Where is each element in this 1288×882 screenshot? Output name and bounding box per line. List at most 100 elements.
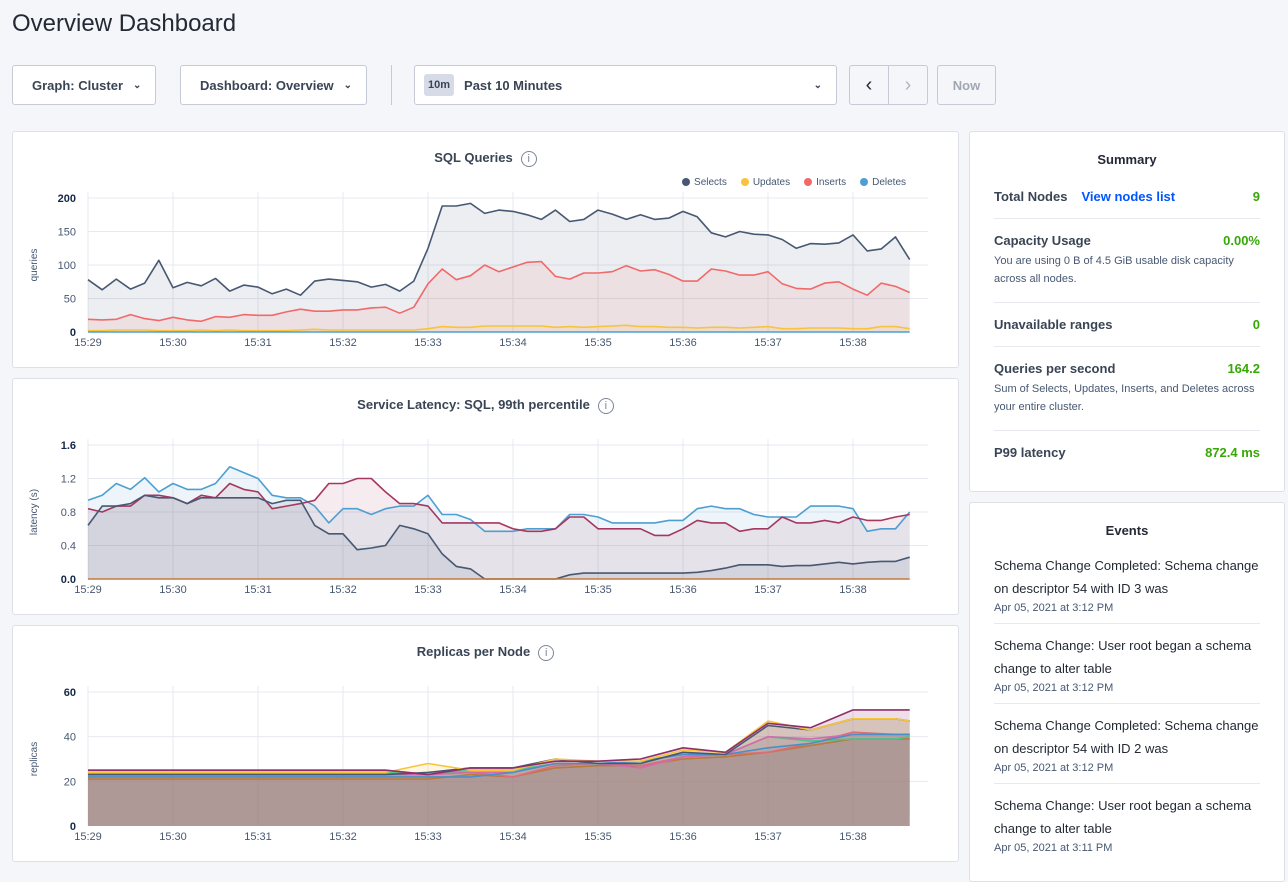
chevron-down-icon: ⌄ bbox=[343, 79, 353, 91]
info-icon[interactable]: i bbox=[538, 644, 555, 661]
graph-selector[interactable]: Graph: Cluster ⌄ bbox=[12, 65, 156, 105]
x-tick-label: 15:30 bbox=[159, 337, 187, 349]
info-icon[interactable]: i bbox=[520, 150, 537, 167]
y-tick-label: 0 bbox=[70, 327, 76, 339]
summary-desc: You are using 0 B of 4.5 GiB usable disk… bbox=[994, 255, 1234, 285]
x-tick-label: 15:33 bbox=[414, 337, 442, 349]
legend-item-updates[interactable]: Updates bbox=[740, 177, 790, 188]
x-tick-label: 15:37 bbox=[754, 831, 782, 843]
summary-unavailable-ranges: Unavailable ranges 0 bbox=[994, 303, 1260, 347]
summary-label: Total Nodes bbox=[994, 189, 1068, 204]
series-area-inserts bbox=[88, 261, 910, 332]
summary-p99-latency: P99 latency 872.4 ms bbox=[994, 431, 1260, 474]
series-area-series-3 bbox=[88, 495, 910, 579]
now-button[interactable]: Now bbox=[937, 65, 996, 105]
x-tick-label: 15:35 bbox=[584, 831, 612, 843]
series-area-series-1 bbox=[88, 738, 910, 826]
event-text: Schema Change Completed: Schema change o… bbox=[994, 558, 1259, 596]
y-tick-label: 0 bbox=[70, 821, 76, 833]
time-range-selector[interactable]: 10m Past 10 Minutes ⌄ bbox=[414, 65, 837, 105]
x-tick-label: 15:34 bbox=[499, 337, 527, 349]
x-tick-label: 15:31 bbox=[244, 831, 272, 843]
service-latency-chart: 0.0 0.4 0.8 1.2 1.6 15:29 15:30 15:31 15:32 15:33… bbox=[29, 439, 928, 596]
x-tick-label: 15:29 bbox=[74, 831, 102, 843]
event-item[interactable]: Schema Change Completed: Schema change o… bbox=[994, 544, 1260, 624]
y-tick-label: 20 bbox=[64, 776, 76, 788]
dashboard-selector[interactable]: Dashboard: Overview ⌄ bbox=[180, 65, 367, 105]
y-axis-label: latency (s) bbox=[29, 489, 40, 535]
summary-capacity-usage: Capacity Usage 0.00% You are using 0 B of … bbox=[994, 219, 1260, 303]
x-tick-label: 15:32 bbox=[329, 337, 357, 349]
chart-title-text: Replicas per Node bbox=[416, 644, 531, 659]
event-item[interactable]: Schema Change Completed: Schema change o… bbox=[994, 704, 1260, 784]
chevron-left-icon[interactable]: ‹ bbox=[850, 66, 889, 104]
series-area-selects bbox=[88, 203, 910, 332]
summary-value: 9 bbox=[1252, 189, 1260, 204]
sql-queries-panel: 0 50 100 150 200 15:29 15:30 15:31 15:32 15:33 15:… bbox=[12, 131, 959, 368]
event-date: Apr 05, 2021 at 3:12 PM bbox=[994, 682, 1114, 694]
series-line-series-8 bbox=[88, 709, 910, 776]
y-tick-label: 1.6 bbox=[61, 440, 76, 452]
x-tick-label: 15:38 bbox=[839, 337, 867, 349]
y-tick-label: 1.2 bbox=[61, 474, 76, 486]
page-title: Overview Dashboard bbox=[12, 10, 237, 37]
summary-title: Summary bbox=[1097, 152, 1157, 167]
summary-label: Capacity Usage bbox=[994, 233, 1091, 248]
x-tick-label: 15:35 bbox=[584, 584, 612, 596]
series-area-updates bbox=[88, 325, 910, 332]
y-tick-label: 0.0 bbox=[61, 574, 76, 586]
x-tick-label: 15:34 bbox=[499, 831, 527, 843]
summary-value: 872.4 ms bbox=[1205, 445, 1260, 460]
chevron-right-icon[interactable]: › bbox=[904, 73, 912, 96]
summary-value: 0.00% bbox=[1223, 233, 1260, 248]
x-tick-label: 15:31 bbox=[244, 337, 272, 349]
chart-title: Replicas per Node i bbox=[13, 644, 958, 661]
toolbar-divider bbox=[391, 65, 392, 105]
y-tick-label: 50 bbox=[64, 294, 76, 306]
series-area-series-3 bbox=[88, 736, 910, 826]
series-line-series-2 bbox=[87, 477, 910, 537]
y-axis-label: replicas bbox=[29, 742, 40, 776]
legend-dot bbox=[804, 178, 813, 186]
legend-label: Selects bbox=[694, 177, 727, 188]
series-line-series-1 bbox=[87, 466, 911, 533]
x-tick-label: 15:36 bbox=[669, 337, 697, 349]
event-date: Apr 05, 2021 at 3:12 PM bbox=[994, 602, 1114, 614]
series-area-series-2 bbox=[88, 478, 910, 579]
x-tick-label: 15:29 bbox=[74, 337, 102, 349]
chart-title-text: Service Latency: SQL, 99th percentile bbox=[357, 397, 590, 412]
x-tick-label: 15:38 bbox=[839, 584, 867, 596]
summary-value: 164.2 bbox=[1227, 361, 1260, 376]
events-panel: Events Schema Change Completed: Schema c… bbox=[969, 502, 1285, 882]
legend-item-deletes[interactable]: Deletes bbox=[860, 177, 906, 188]
y-tick-label: 0.8 bbox=[61, 507, 76, 519]
graph-selector-label: Graph: Cluster bbox=[32, 77, 124, 93]
legend-dot bbox=[682, 178, 691, 186]
legend-label: Inserts bbox=[816, 177, 847, 188]
x-tick-label: 15:32 bbox=[329, 831, 357, 843]
summary-qps: Queries per second 164.2 Sum of Selects, U… bbox=[994, 347, 1260, 431]
info-icon[interactable]: i bbox=[597, 397, 614, 414]
x-tick-label: 15:37 bbox=[754, 584, 782, 596]
chevron-down-icon: ⌄ bbox=[133, 79, 142, 91]
x-tick-label: 15:31 bbox=[244, 584, 272, 596]
x-tick-label: 15:30 bbox=[159, 584, 187, 596]
event-date: Apr 05, 2021 at 3:12 PM bbox=[994, 762, 1114, 774]
x-tick-label: 15:30 bbox=[159, 831, 187, 843]
legend-item-selects[interactable]: Selects bbox=[682, 177, 727, 188]
legend-label: Deletes bbox=[872, 177, 906, 188]
legend-item-inserts[interactable]: Inserts bbox=[804, 177, 846, 188]
y-tick-label: 40 bbox=[64, 732, 76, 744]
series-line-selects bbox=[87, 202, 911, 296]
event-item[interactable]: Schema Change: User root began a schema … bbox=[994, 784, 1260, 863]
summary-total-nodes: Total Nodes View nodes list 9 bbox=[994, 175, 1260, 219]
event-item[interactable]: Schema Change: User root began a schema … bbox=[994, 624, 1260, 704]
y-axis-label: queries bbox=[29, 249, 40, 282]
event-text: Schema Change: User root began a schema … bbox=[994, 638, 1252, 676]
x-tick-label: 15:36 bbox=[669, 584, 697, 596]
y-tick-label: 100 bbox=[58, 260, 76, 272]
event-date: Apr 05, 2021 at 3:11 PM bbox=[994, 842, 1113, 854]
chart-title-text: SQL Queries bbox=[434, 150, 513, 165]
view-nodes-link[interactable]: View nodes list bbox=[1081, 189, 1176, 204]
series-line-updates bbox=[88, 324, 910, 332]
